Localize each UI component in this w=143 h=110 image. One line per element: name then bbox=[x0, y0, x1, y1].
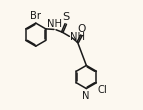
Text: N: N bbox=[82, 91, 90, 101]
Text: S: S bbox=[62, 12, 70, 22]
Text: Br: Br bbox=[30, 11, 41, 21]
Text: NH: NH bbox=[46, 19, 61, 29]
Text: NH: NH bbox=[70, 32, 85, 42]
Text: Cl: Cl bbox=[97, 85, 107, 95]
Text: O: O bbox=[78, 24, 86, 34]
